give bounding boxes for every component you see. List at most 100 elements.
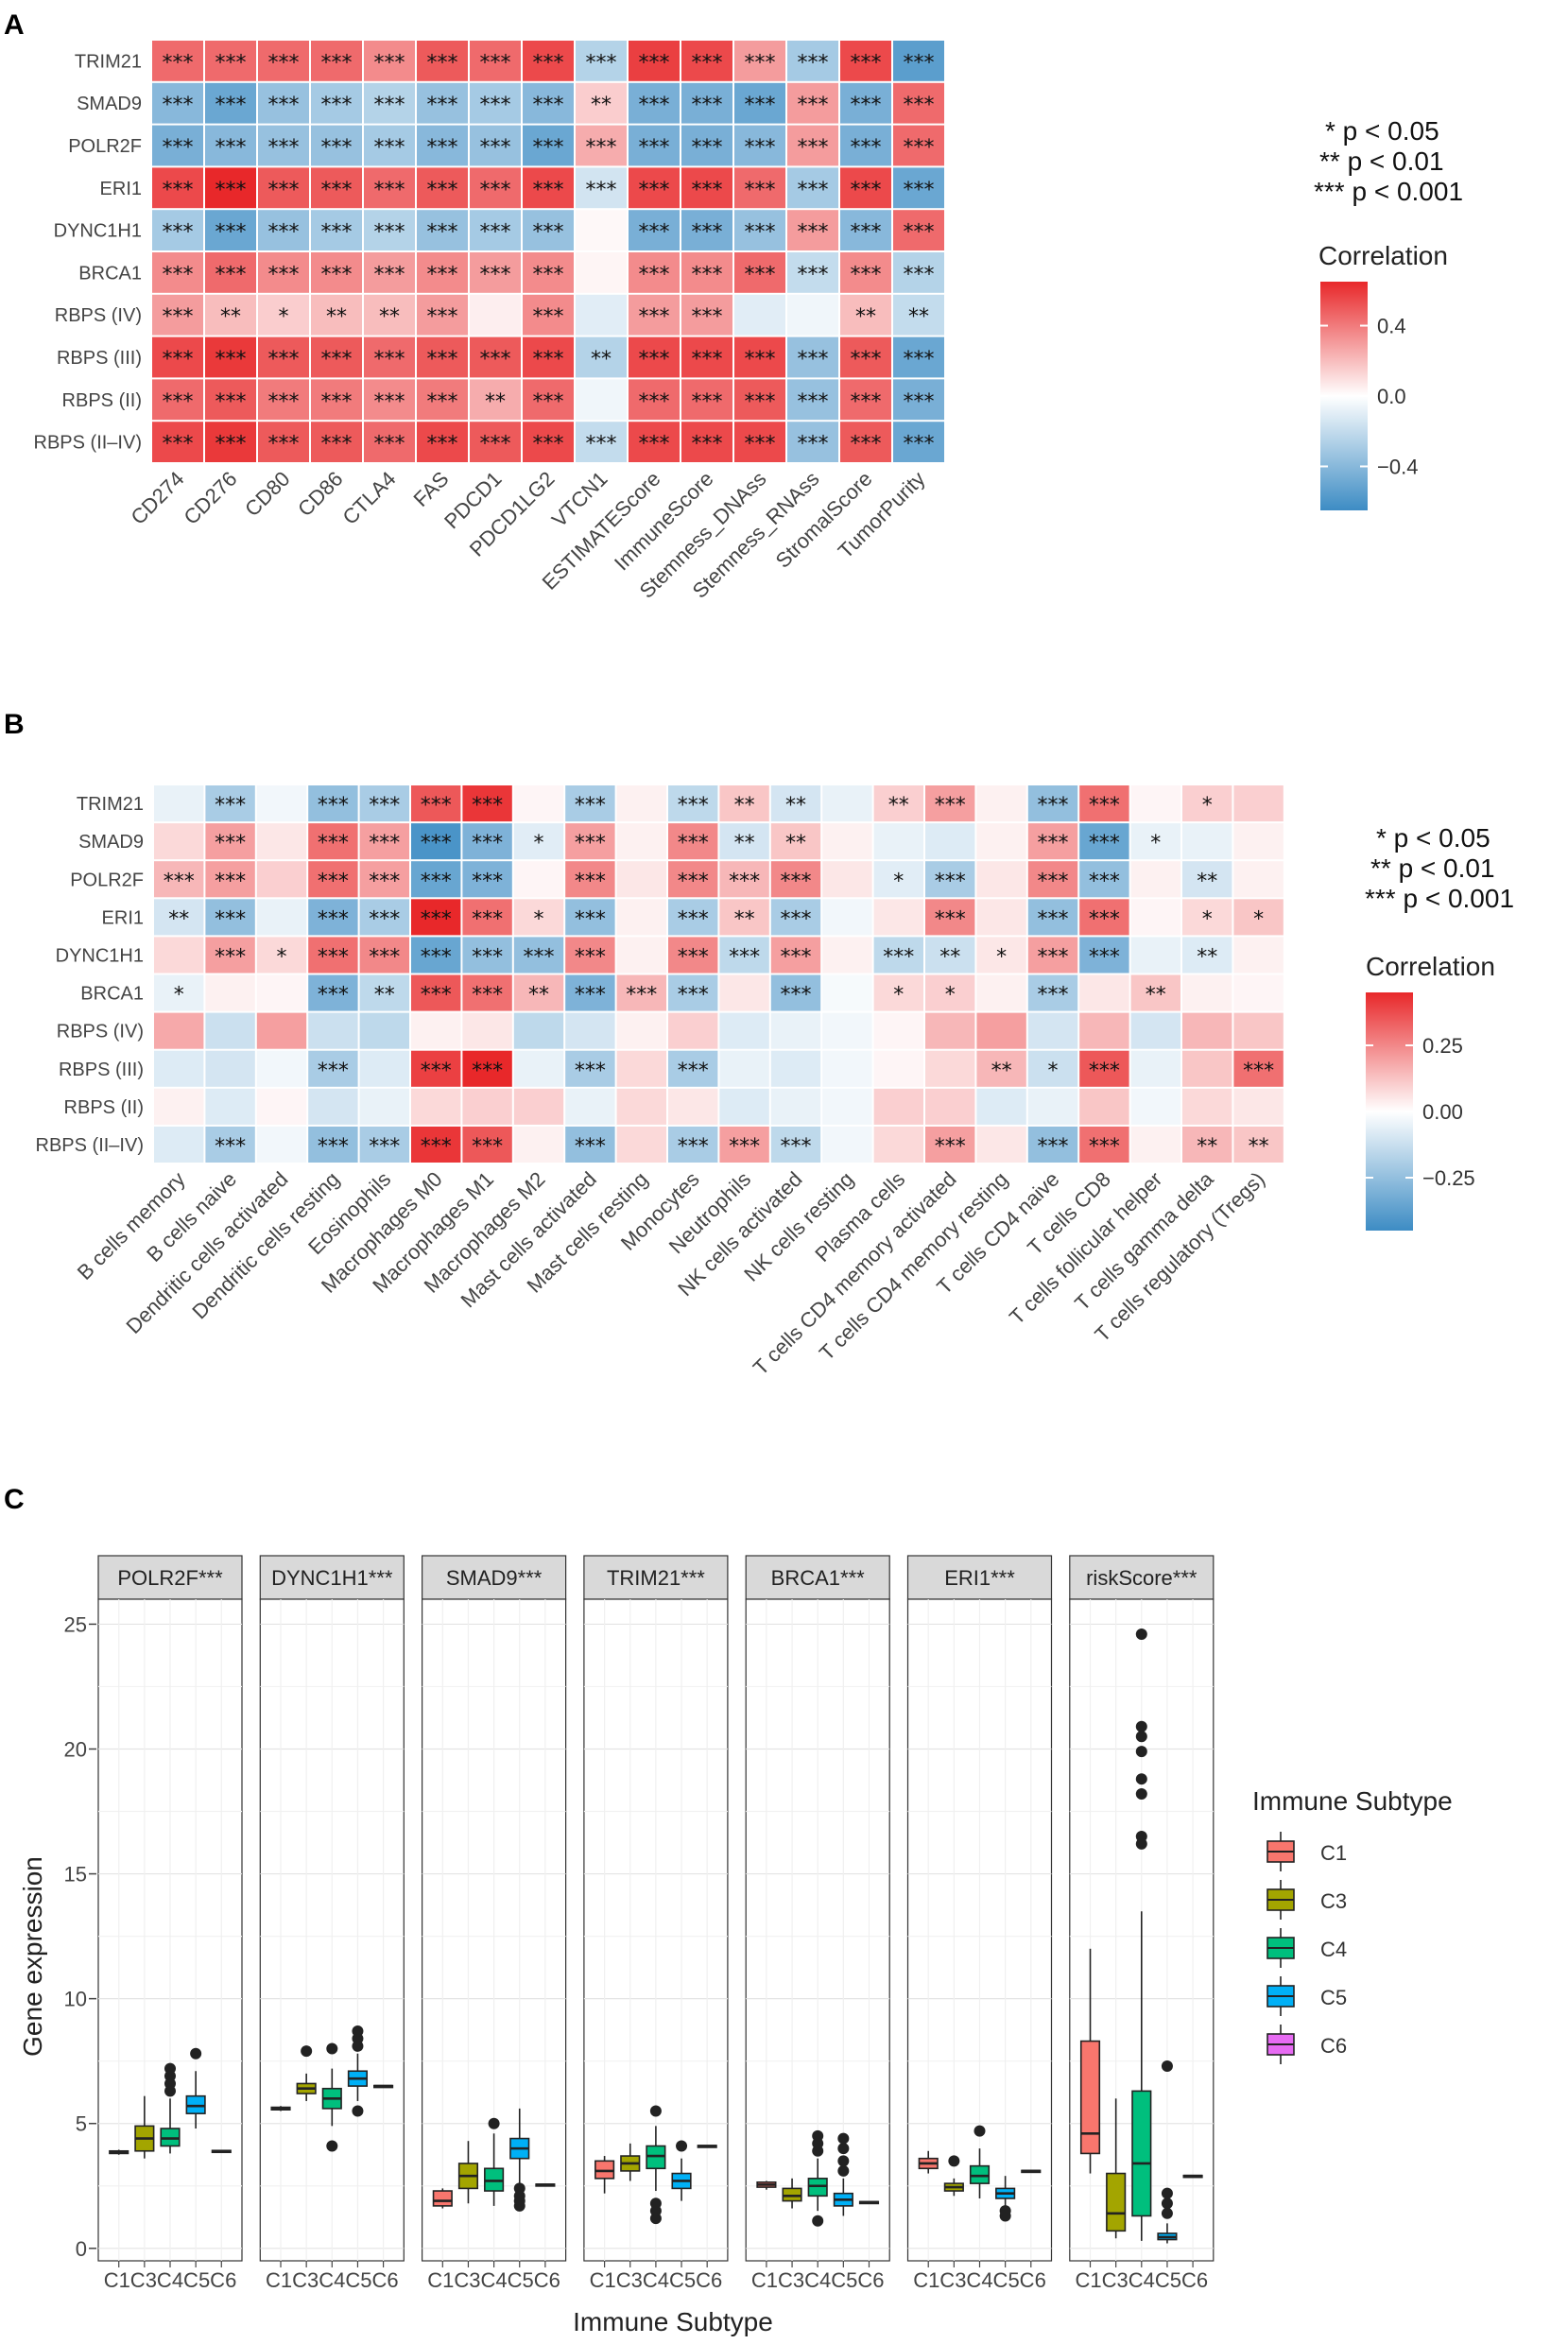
outlier-point — [1135, 1773, 1147, 1785]
significance-stars: * — [174, 984, 184, 1008]
heatmap-cell — [565, 1126, 615, 1163]
significance-stars: *** — [586, 179, 617, 202]
significance-stars: *** — [678, 945, 709, 969]
heatmap-cell — [840, 125, 891, 166]
heatmap-cell — [513, 899, 564, 936]
facet-label: POLR2F*** — [117, 1566, 223, 1590]
heatmap-cell — [311, 82, 362, 124]
heatmap-cell — [616, 1088, 666, 1125]
significance-stars: *** — [729, 945, 760, 969]
significance-stars: *** — [533, 263, 564, 286]
heatmap-cell — [840, 210, 891, 250]
heatmap-cell — [364, 336, 415, 378]
heatmap-cell — [417, 336, 468, 378]
heatmap-cell — [822, 1088, 872, 1125]
heatmap-cell — [976, 861, 1026, 898]
heatmap-cell — [629, 379, 680, 421]
heatmap-cell — [152, 82, 203, 124]
row-label: BRCA1 — [80, 984, 144, 1005]
outlier-point — [1135, 1628, 1147, 1640]
heatmap-cell — [359, 1088, 409, 1125]
heatmap-cell — [1027, 1088, 1078, 1125]
legend-entry-label: C1 — [1320, 1841, 1347, 1865]
heatmap-cell — [873, 861, 923, 898]
column-label: FAS — [408, 467, 453, 511]
significance-stars: *** — [1038, 870, 1069, 893]
significance-stars: *** — [904, 433, 935, 457]
significance-stars: *** — [692, 390, 723, 414]
significance-stars: ** — [785, 832, 806, 855]
significance-stars: *** — [533, 94, 564, 117]
heatmap-cell — [925, 1088, 975, 1125]
significance-stars: *** — [904, 390, 935, 414]
heatmap-cell — [893, 210, 944, 250]
heatmap-cell — [840, 422, 891, 462]
heatmap-cell — [629, 167, 680, 209]
facet-strip — [583, 1555, 729, 1600]
heatmap-cell — [1233, 861, 1284, 898]
heatmap-cell — [1027, 1050, 1078, 1087]
legend-b-title: Correlation — [1366, 952, 1495, 981]
significance-stars: * — [534, 907, 544, 931]
significance-stars: *** — [1243, 1060, 1274, 1083]
heatmap-cell — [668, 861, 718, 898]
significance-stars: *** — [163, 433, 194, 457]
heatmap-cell — [668, 937, 718, 974]
significance-stars: *** — [935, 794, 966, 818]
column-label: CD80 — [240, 467, 294, 521]
significance-stars: *** — [318, 832, 349, 855]
significance-stars: *** — [268, 348, 300, 371]
heatmap-cell — [205, 336, 256, 378]
heatmap-cell — [719, 1126, 769, 1163]
heatmap-cell — [258, 125, 309, 166]
heatmap-cell — [576, 82, 627, 124]
significance-stars: *** — [851, 348, 882, 371]
row-label: RBPS (IV) — [55, 305, 142, 326]
heatmap-cell — [152, 41, 203, 81]
heatmap-cell — [523, 294, 574, 336]
significance-stars: ** — [374, 984, 395, 1008]
heatmap-cell — [205, 1126, 255, 1163]
significance-stars: *** — [163, 305, 194, 329]
heatmap-cell — [822, 899, 872, 936]
heatmap-cell — [258, 41, 309, 81]
heatmap-cell — [893, 294, 944, 336]
heatmap-cell — [840, 41, 891, 81]
significance-stars: *** — [427, 263, 458, 286]
significance-stars: *** — [1089, 832, 1120, 855]
significance-stars: *** — [215, 390, 247, 414]
panel-b-heatmap: TRIM21 *** *** *** *** *** *** *** ** ** ** *** *** *… — [36, 785, 1284, 1380]
heatmap-cell — [1233, 974, 1284, 1011]
box — [185, 2094, 206, 2114]
significance-stars: *** — [851, 221, 882, 245]
significance-stars: *** — [215, 794, 246, 818]
heatmap-cell — [1130, 823, 1180, 860]
heatmap-cell — [668, 785, 718, 822]
heatmap-cell — [154, 1050, 204, 1087]
heatmap-cell — [1079, 899, 1129, 936]
significance-stars: *** — [1038, 832, 1069, 855]
significance-stars: *** — [369, 870, 400, 893]
significance-stars: *** — [215, 51, 247, 75]
heatmap-cell — [787, 167, 838, 209]
significance-stars: ** — [1197, 945, 1217, 969]
facet-strip — [97, 1555, 243, 1600]
significance-stars: *** — [427, 348, 458, 371]
significance-stars: *** — [575, 832, 606, 855]
heatmap-cell — [311, 210, 362, 250]
heatmap-cell — [822, 823, 872, 860]
heatmap-cell — [770, 861, 821, 898]
significance-stars: ** — [326, 305, 347, 329]
significance-stars: *** — [639, 433, 670, 457]
facet-label: SMAD9*** — [446, 1566, 543, 1590]
heatmap-cell — [976, 1012, 1026, 1049]
outlier-point — [812, 2215, 824, 2227]
row-label: POLR2F — [70, 870, 144, 890]
heatmap-cell — [311, 422, 362, 462]
heatmap-cell — [734, 41, 785, 81]
row-label: POLR2F — [68, 136, 142, 157]
significance-stars: ** — [908, 305, 929, 329]
significance-stars: *** — [692, 348, 723, 371]
heatmap-cell — [359, 1050, 409, 1087]
heatmap-cell — [629, 336, 680, 378]
